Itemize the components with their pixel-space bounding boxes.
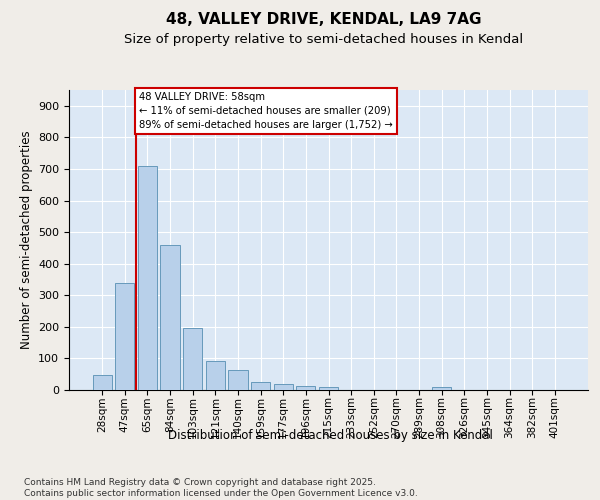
Bar (160, 244, 180, 390)
Bar (319, 387, 338, 390)
Bar (183, 328, 202, 390)
Bar (206, 360, 225, 390)
Text: 48, VALLEY DRIVE, KENDAL, LA9 7AG: 48, VALLEY DRIVE, KENDAL, LA9 7AG (166, 12, 482, 28)
Bar (274, 384, 293, 390)
Text: 48 VALLEY DRIVE: 58sqm
← 11% of semi-detached houses are smaller (209)
89% of se: 48 VALLEY DRIVE: 58sqm ← 11% of semi-det… (139, 92, 392, 130)
Bar (296, 386, 316, 390)
Y-axis label: Number of semi-detached properties: Number of semi-detached properties (20, 130, 32, 350)
Bar (251, 382, 270, 390)
Bar (138, 166, 157, 390)
Text: Size of property relative to semi-detached houses in Kendal: Size of property relative to semi-detach… (124, 32, 524, 46)
Text: Contains HM Land Registry data © Crown copyright and database right 2025.
Contai: Contains HM Land Registry data © Crown c… (24, 478, 418, 498)
Bar (432, 388, 451, 390)
Bar (229, 370, 248, 390)
Text: Distribution of semi-detached houses by size in Kendal: Distribution of semi-detached houses by … (167, 430, 493, 442)
Bar (115, 282, 134, 390)
Bar (92, 375, 112, 390)
